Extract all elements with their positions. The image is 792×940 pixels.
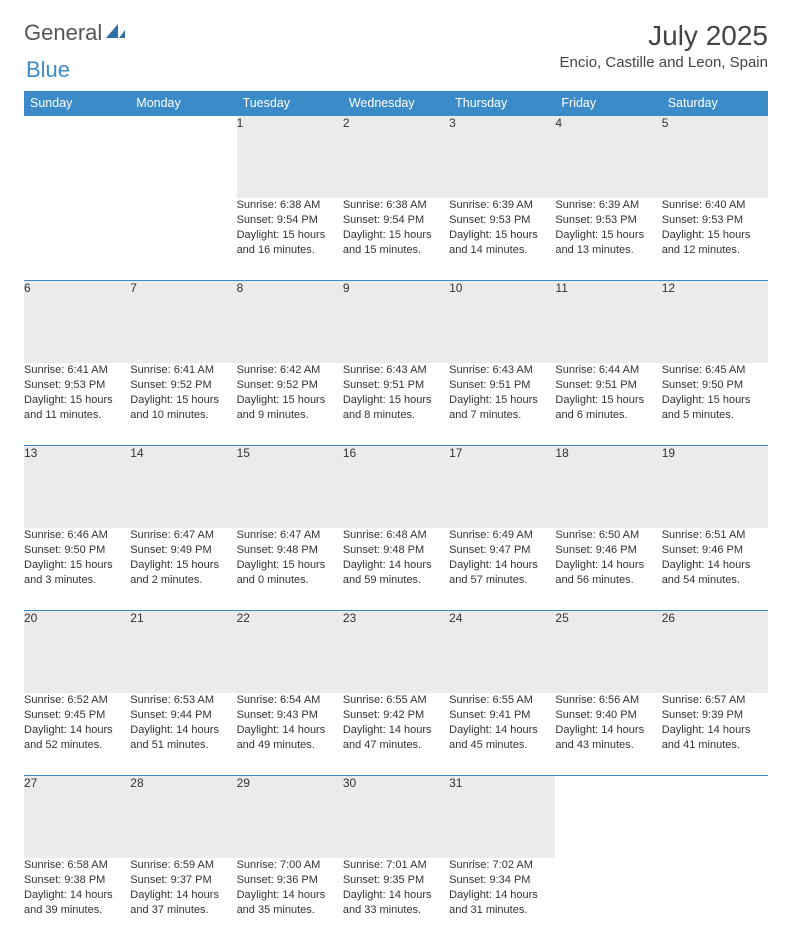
day-number-cell: 5 (662, 116, 768, 199)
content-row: Sunrise: 6:41 AMSunset: 9:53 PMDaylight:… (24, 363, 768, 446)
day-content-cell: Sunrise: 6:58 AMSunset: 9:38 PMDaylight:… (24, 858, 130, 940)
day-header: Sunday (24, 91, 130, 116)
day-number-cell: 14 (130, 446, 236, 529)
day-number-cell: 31 (449, 776, 555, 859)
calendar-body: 12345Sunrise: 6:38 AMSunset: 9:54 PMDayl… (24, 116, 768, 940)
day-content-cell: Sunrise: 6:47 AMSunset: 9:49 PMDaylight:… (130, 528, 236, 611)
daynum-row: 20212223242526 (24, 611, 768, 694)
day-content-cell: Sunrise: 6:38 AMSunset: 9:54 PMDaylight:… (343, 198, 449, 281)
day-header: Wednesday (343, 91, 449, 116)
day-number-cell: 2 (343, 116, 449, 199)
day-number-cell: 9 (343, 281, 449, 364)
day-content-cell: Sunrise: 6:45 AMSunset: 9:50 PMDaylight:… (662, 363, 768, 446)
day-number-cell (130, 116, 236, 199)
day-header: Thursday (449, 91, 555, 116)
day-content-cell: Sunrise: 6:53 AMSunset: 9:44 PMDaylight:… (130, 693, 236, 776)
day-content-cell: Sunrise: 6:38 AMSunset: 9:54 PMDaylight:… (237, 198, 343, 281)
logo-text-blue: Blue (26, 57, 70, 82)
day-number-cell: 26 (662, 611, 768, 694)
day-number-cell: 8 (237, 281, 343, 364)
day-content-cell: Sunrise: 6:59 AMSunset: 9:37 PMDaylight:… (130, 858, 236, 940)
day-number-cell: 16 (343, 446, 449, 529)
logo: General (24, 20, 128, 46)
day-header-row: SundayMondayTuesdayWednesdayThursdayFrid… (24, 91, 768, 116)
day-content-cell: Sunrise: 6:50 AMSunset: 9:46 PMDaylight:… (555, 528, 661, 611)
day-number-cell: 19 (662, 446, 768, 529)
day-number-cell: 13 (24, 446, 130, 529)
day-number-cell: 6 (24, 281, 130, 364)
day-number-cell: 7 (130, 281, 236, 364)
page-title: July 2025 (560, 20, 768, 52)
day-number-cell: 30 (343, 776, 449, 859)
content-row: Sunrise: 6:52 AMSunset: 9:45 PMDaylight:… (24, 693, 768, 776)
day-header: Saturday (662, 91, 768, 116)
day-number-cell: 4 (555, 116, 661, 199)
calendar-table: SundayMondayTuesdayWednesdayThursdayFrid… (24, 91, 768, 940)
content-row: Sunrise: 6:58 AMSunset: 9:38 PMDaylight:… (24, 858, 768, 940)
day-content-cell: Sunrise: 6:39 AMSunset: 9:53 PMDaylight:… (555, 198, 661, 281)
day-number-cell: 21 (130, 611, 236, 694)
daynum-row: 13141516171819 (24, 446, 768, 529)
day-number-cell: 20 (24, 611, 130, 694)
day-content-cell (662, 858, 768, 940)
day-content-cell: Sunrise: 6:52 AMSunset: 9:45 PMDaylight:… (24, 693, 130, 776)
day-number-cell: 25 (555, 611, 661, 694)
location-text: Encio, Castille and Leon, Spain (560, 54, 768, 71)
day-number-cell: 11 (555, 281, 661, 364)
day-number-cell: 3 (449, 116, 555, 199)
day-number-cell: 22 (237, 611, 343, 694)
day-content-cell (130, 198, 236, 281)
content-row: Sunrise: 6:46 AMSunset: 9:50 PMDaylight:… (24, 528, 768, 611)
day-number-cell: 27 (24, 776, 130, 859)
day-number-cell: 17 (449, 446, 555, 529)
title-block: July 2025 Encio, Castille and Leon, Spai… (560, 20, 768, 71)
day-content-cell: Sunrise: 6:41 AMSunset: 9:53 PMDaylight:… (24, 363, 130, 446)
day-content-cell: Sunrise: 6:43 AMSunset: 9:51 PMDaylight:… (449, 363, 555, 446)
day-content-cell: Sunrise: 6:55 AMSunset: 9:42 PMDaylight:… (343, 693, 449, 776)
day-content-cell: Sunrise: 6:54 AMSunset: 9:43 PMDaylight:… (237, 693, 343, 776)
day-number-cell: 1 (237, 116, 343, 199)
day-content-cell: Sunrise: 6:51 AMSunset: 9:46 PMDaylight:… (662, 528, 768, 611)
day-content-cell: Sunrise: 6:39 AMSunset: 9:53 PMDaylight:… (449, 198, 555, 281)
day-content-cell: Sunrise: 6:56 AMSunset: 9:40 PMDaylight:… (555, 693, 661, 776)
day-content-cell: Sunrise: 6:43 AMSunset: 9:51 PMDaylight:… (343, 363, 449, 446)
daynum-row: 12345 (24, 116, 768, 199)
day-number-cell: 15 (237, 446, 343, 529)
day-content-cell: Sunrise: 6:42 AMSunset: 9:52 PMDaylight:… (237, 363, 343, 446)
day-content-cell: Sunrise: 6:49 AMSunset: 9:47 PMDaylight:… (449, 528, 555, 611)
day-content-cell: Sunrise: 6:41 AMSunset: 9:52 PMDaylight:… (130, 363, 236, 446)
day-number-cell (662, 776, 768, 859)
daynum-row: 6789101112 (24, 281, 768, 364)
day-content-cell: Sunrise: 6:47 AMSunset: 9:48 PMDaylight:… (237, 528, 343, 611)
logo-text-general: General (24, 20, 102, 46)
day-header: Tuesday (237, 91, 343, 116)
daynum-row: 2728293031 (24, 776, 768, 859)
day-number-cell: 29 (237, 776, 343, 859)
day-header: Monday (130, 91, 236, 116)
day-content-cell (24, 198, 130, 281)
day-content-cell: Sunrise: 6:48 AMSunset: 9:48 PMDaylight:… (343, 528, 449, 611)
day-number-cell (24, 116, 130, 199)
day-number-cell (555, 776, 661, 859)
day-content-cell: Sunrise: 7:00 AMSunset: 9:36 PMDaylight:… (237, 858, 343, 940)
day-number-cell: 23 (343, 611, 449, 694)
day-content-cell: Sunrise: 6:55 AMSunset: 9:41 PMDaylight:… (449, 693, 555, 776)
day-number-cell: 12 (662, 281, 768, 364)
day-content-cell: Sunrise: 7:02 AMSunset: 9:34 PMDaylight:… (449, 858, 555, 940)
day-number-cell: 24 (449, 611, 555, 694)
day-number-cell: 28 (130, 776, 236, 859)
day-content-cell: Sunrise: 6:57 AMSunset: 9:39 PMDaylight:… (662, 693, 768, 776)
day-number-cell: 18 (555, 446, 661, 529)
sail-icon (104, 22, 126, 45)
day-number-cell: 10 (449, 281, 555, 364)
content-row: Sunrise: 6:38 AMSunset: 9:54 PMDaylight:… (24, 198, 768, 281)
day-header: Friday (555, 91, 661, 116)
day-content-cell: Sunrise: 6:40 AMSunset: 9:53 PMDaylight:… (662, 198, 768, 281)
day-content-cell: Sunrise: 7:01 AMSunset: 9:35 PMDaylight:… (343, 858, 449, 940)
day-content-cell: Sunrise: 6:46 AMSunset: 9:50 PMDaylight:… (24, 528, 130, 611)
day-content-cell (555, 858, 661, 940)
day-content-cell: Sunrise: 6:44 AMSunset: 9:51 PMDaylight:… (555, 363, 661, 446)
